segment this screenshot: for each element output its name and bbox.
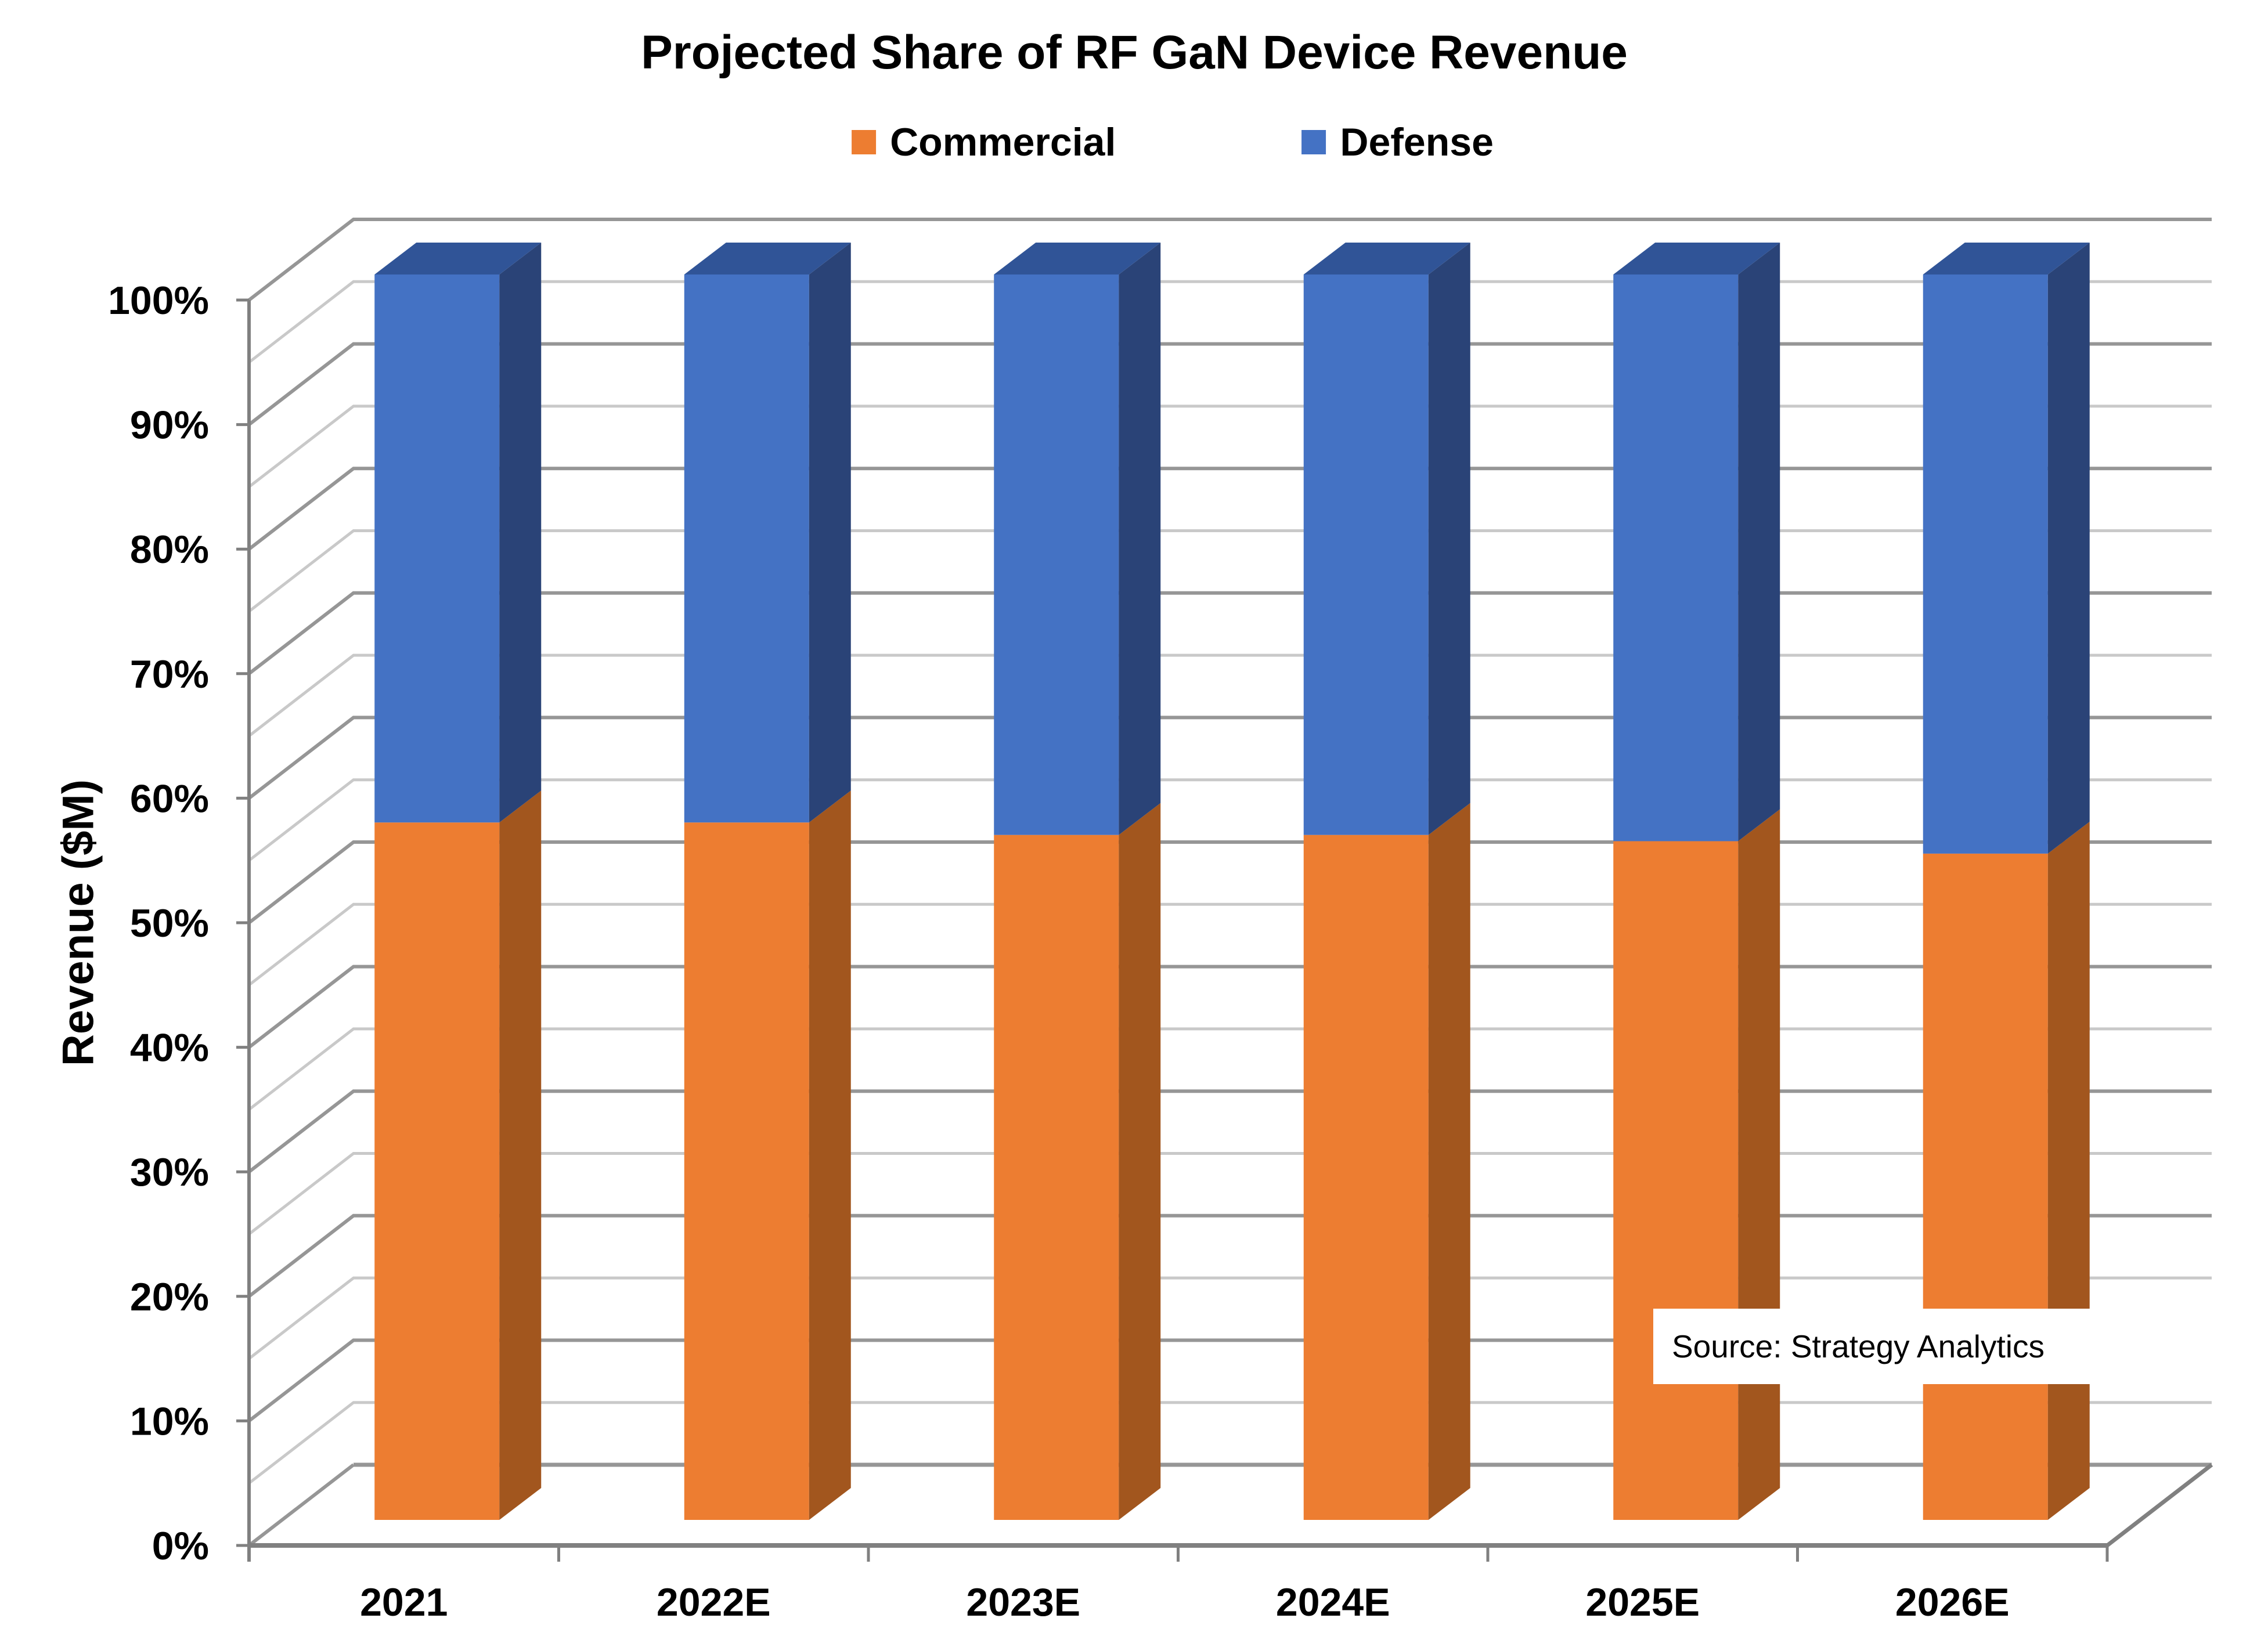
bar-2026E-commercial-front xyxy=(1923,853,2048,1520)
y-tick-label-50%: 50% xyxy=(130,901,209,945)
y-tick-label-40%: 40% xyxy=(130,1026,209,1070)
bar-2021-defense-side xyxy=(499,243,542,823)
gridline-minor-45 xyxy=(248,902,2212,987)
commercial-swatch-icon xyxy=(852,130,877,154)
legend: Commercial Defense xyxy=(852,120,1494,165)
x-category-label-2021: 2021 xyxy=(360,1580,448,1624)
bar-2025E xyxy=(1613,243,1780,1520)
floor-right-edge xyxy=(2105,1463,2213,1547)
bar-2021-defense-top xyxy=(374,243,542,274)
gridline-major-20 xyxy=(248,1213,2212,1298)
gridline-minor-65 xyxy=(248,653,2212,738)
bar-2024E-defense-side xyxy=(1428,243,1470,835)
bar-2022E-defense-top xyxy=(684,243,851,274)
gridline-major-80 xyxy=(248,467,2212,551)
gridline-major-100 xyxy=(248,218,2212,302)
bar-2022E-commercial-side xyxy=(809,790,851,1520)
bar-2024E-commercial-front xyxy=(1303,835,1429,1520)
bar-2026E-defense-front xyxy=(1923,274,2048,854)
x-category-label-2024E: 2024E xyxy=(1276,1580,1390,1624)
y-tick-label-20%: 20% xyxy=(130,1275,209,1319)
bar-2025E-defense-top xyxy=(1613,243,1780,274)
bar-2022E xyxy=(684,243,851,1520)
y-tick-label-0%: 0% xyxy=(152,1524,209,1568)
bar-2025E-defense-side xyxy=(1738,243,1780,841)
defense-swatch-icon xyxy=(1301,130,1326,154)
y-tick-label-70%: 70% xyxy=(130,652,209,696)
gridline-minor-25 xyxy=(248,1152,2212,1236)
bar-2021-commercial-side xyxy=(499,790,542,1520)
x-category-label-2023E: 2023E xyxy=(966,1580,1080,1624)
bar-2023E-commercial-front xyxy=(994,835,1119,1520)
gridline-major-90 xyxy=(248,342,2212,426)
gridline-major-40 xyxy=(248,965,2212,1049)
bar-2022E-defense-side xyxy=(809,243,851,823)
gridline-major-60 xyxy=(248,716,2212,800)
y-tick-label-90%: 90% xyxy=(130,403,209,447)
bar-2021-commercial-front xyxy=(374,822,500,1520)
y-tick-label-100%: 100% xyxy=(108,279,209,323)
bar-2021-defense-front xyxy=(374,274,500,823)
bar-2024E-commercial-side xyxy=(1428,803,1470,1520)
source-note-text: Source: Strategy Analytics xyxy=(1672,1328,2045,1364)
gridline-major-50 xyxy=(248,840,2212,924)
bar-2026E-defense-top xyxy=(1923,243,2090,274)
bar-2022E-commercial-front xyxy=(684,822,809,1520)
bar-2026E-defense-side xyxy=(2047,243,2090,854)
source-note-box: Source: Strategy Analytics xyxy=(1653,1309,2264,1384)
bar-2021 xyxy=(374,243,542,1520)
gridline-minor-5 xyxy=(248,1401,2212,1485)
bar-2023E xyxy=(994,243,1161,1520)
bar-2023E-defense-top xyxy=(994,243,1161,274)
bar-2022E-defense-front xyxy=(684,274,809,823)
gridline-major-30 xyxy=(248,1089,2212,1173)
gridline-minor-15 xyxy=(248,1276,2212,1360)
bar-2024E-defense-front xyxy=(1303,274,1429,835)
bar-2025E-commercial-side xyxy=(1738,809,1780,1520)
gridline-minor-85 xyxy=(248,404,2212,488)
legend-label-commercial: Commercial xyxy=(890,120,1116,164)
gridline-minor-55 xyxy=(248,778,2212,862)
y-tick-label-30%: 30% xyxy=(130,1150,209,1194)
y-tick-label-10%: 10% xyxy=(130,1399,209,1443)
bar-2024E xyxy=(1303,243,1470,1520)
legend-label-defense: Defense xyxy=(1340,120,1494,164)
bar-2025E-defense-front xyxy=(1613,274,1739,841)
legend-item-commercial: Commercial xyxy=(852,120,1116,165)
gridline-minor-75 xyxy=(248,529,2212,613)
x-category-label-2022E: 2022E xyxy=(657,1580,771,1624)
y-tick-label-60%: 60% xyxy=(130,776,209,821)
bar-2023E-defense-front xyxy=(994,274,1119,835)
x-category-label-2025E: 2025E xyxy=(1585,1580,1700,1624)
x-category-label-2026E: 2026E xyxy=(1895,1580,2010,1624)
bar-2023E-commercial-side xyxy=(1119,803,1161,1520)
gridline-major-10 xyxy=(248,1338,2212,1422)
chart-title: Projected Share of RF GaN Device Revenue xyxy=(641,26,1628,79)
floor-left-edge xyxy=(248,1463,355,1547)
gridline-minor-95 xyxy=(248,280,2212,364)
legend-item-defense: Defense xyxy=(1301,120,1494,165)
bar-2023E-defense-side xyxy=(1119,243,1161,835)
bar-2025E-commercial-front xyxy=(1613,841,1739,1520)
y-tick-label-80%: 80% xyxy=(130,528,209,572)
bar-2024E-defense-top xyxy=(1303,243,1470,274)
bar-2026E-commercial-side xyxy=(2047,821,2090,1520)
gridline-major-70 xyxy=(248,591,2212,676)
gridline-minor-35 xyxy=(248,1027,2212,1111)
